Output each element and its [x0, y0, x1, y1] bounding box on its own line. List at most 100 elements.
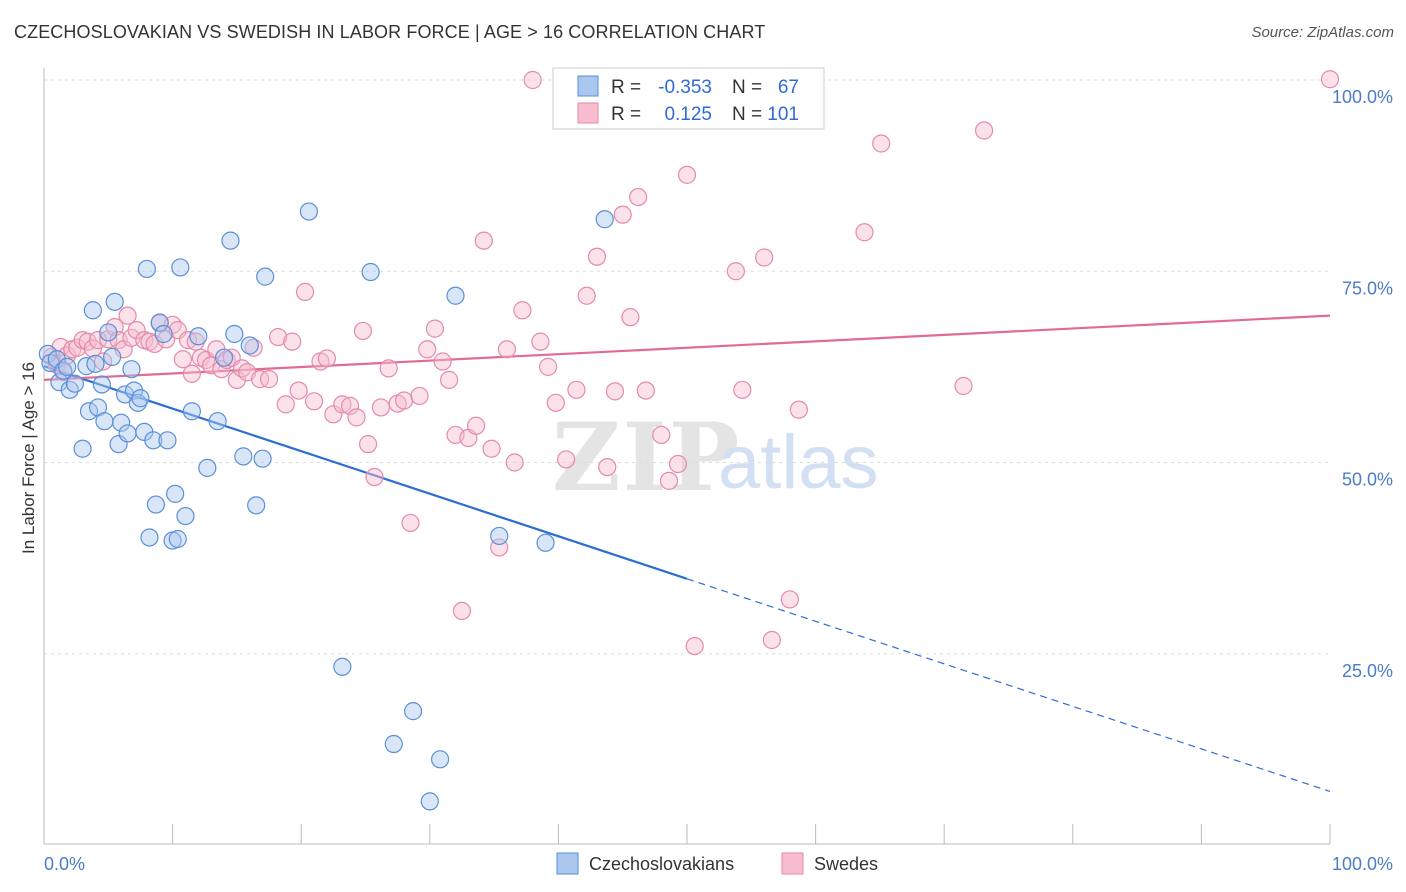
swedes-point	[425, 319, 445, 338]
axes	[43, 68, 1331, 845]
watermark-atlas: atlas	[718, 420, 879, 505]
swedes-point	[353, 321, 373, 341]
czechoslovakians-point	[131, 389, 150, 408]
legend-swatch-swedes	[577, 102, 599, 124]
swedes-point	[182, 364, 201, 383]
czechoslovakians-point	[171, 258, 190, 277]
swedes-point	[394, 391, 414, 410]
czechoslovakians-point	[198, 458, 217, 477]
swedes-point	[439, 370, 459, 389]
swedes-point	[88, 331, 108, 350]
swedes-point	[659, 471, 679, 490]
bottom-legend-swatch-swedes	[781, 852, 804, 875]
czechoslovakians-point	[105, 292, 124, 311]
swedes-point	[358, 435, 378, 454]
czechoslovakians-point	[150, 313, 169, 332]
x-tick-label: 0.0%	[44, 854, 85, 874]
czechoslovakians-point	[214, 348, 234, 367]
swedes-point	[365, 467, 384, 487]
y-tick-label: 75.0%	[1342, 278, 1393, 298]
trend-line-swedes	[43, 314, 1331, 381]
swedes-point	[613, 205, 632, 224]
x-tick-label: 100.0%	[1332, 854, 1393, 874]
swedes-point	[531, 332, 550, 351]
swedes-point	[283, 332, 302, 351]
y-axis-label: In Labor Force | Age > 16	[19, 362, 38, 554]
top-legend: R = -0.353 N = 67 R = 0.125 N = 101	[552, 67, 825, 130]
legend-swatch-czechoslovakians	[577, 75, 599, 97]
swedes-point	[974, 121, 994, 140]
czechoslovakians-point	[208, 412, 227, 431]
swedes-point	[755, 248, 774, 267]
legend-n-value-czechoslovakians: 67	[778, 77, 799, 98]
swedes-point	[954, 376, 973, 396]
czechoslovakians-point	[240, 336, 259, 355]
bottom-legend: Czechoslovakians Swedes	[556, 852, 878, 875]
czechoslovakians-point	[446, 286, 465, 305]
swedes-point	[733, 380, 752, 399]
czechoslovakians-point	[403, 702, 423, 721]
swedes-point	[410, 386, 429, 406]
swedes-point	[118, 306, 137, 325]
czechoslovakians-point	[140, 528, 159, 547]
czechoslovakians-point	[79, 402, 99, 421]
czechoslovakians-point	[361, 262, 380, 282]
czechoslovakians-point	[112, 413, 131, 432]
swedes-point	[598, 457, 617, 477]
swedes-point	[636, 381, 655, 400]
swedes-point	[276, 395, 295, 414]
czechoslovakians-point	[490, 526, 509, 546]
czechoslovakians-point	[225, 324, 244, 344]
czechoslovakians-point	[50, 373, 69, 392]
swedes-point	[539, 357, 558, 376]
x-tick-labels: 0.0% 100.0%	[44, 854, 1393, 874]
series-czechoslovakians-points	[38, 202, 614, 811]
swedes-point	[289, 381, 308, 400]
czechoslovakians-point	[122, 360, 141, 379]
legend-r-label: R =	[611, 104, 641, 125]
czechoslovakians-point	[158, 431, 177, 450]
legend-r-label: R =	[611, 77, 641, 98]
czechoslovakians-point	[99, 323, 118, 342]
swedes-point	[347, 408, 366, 427]
czechoslovakians-point	[103, 347, 122, 367]
czechoslovakians-point	[176, 506, 195, 526]
swedes-point	[523, 70, 542, 90]
trend-line-czechoslovakians-extension	[686, 578, 1331, 793]
swedes-point	[433, 352, 452, 371]
source-label: Source: ZipAtlas.com	[1251, 24, 1394, 41]
swedes-point	[605, 382, 625, 401]
swedes-point	[482, 439, 501, 458]
swedes-point	[324, 405, 343, 424]
czechoslovakians-point	[144, 431, 163, 450]
legend-r-value-czechoslovakians: -0.353	[658, 77, 712, 98]
czechoslovakians-point	[234, 447, 253, 466]
swedes-point	[227, 370, 246, 389]
swedes-point	[173, 350, 192, 369]
swedes-point	[178, 331, 198, 350]
czechoslovakians-point	[333, 657, 352, 676]
swedes-point	[317, 349, 337, 368]
legend-n-value-swedes: 101	[767, 104, 799, 125]
swedes-point	[466, 416, 486, 435]
swedes-point	[212, 360, 231, 379]
swedes-point	[401, 513, 420, 533]
y-tick-label: 25.0%	[1342, 661, 1393, 681]
chart-title: CZECHOSLOVAKIAN VS SWEDISH IN LABOR FORC…	[14, 22, 766, 42]
y-tick-labels: 25.0% 50.0% 75.0% 100.0%	[1332, 87, 1393, 681]
swedes-point	[268, 327, 288, 347]
czechoslovakians-point	[384, 734, 403, 754]
y-tick-label: 50.0%	[1342, 470, 1393, 490]
swedes-point	[505, 453, 524, 472]
czechoslovakians-point	[73, 439, 92, 458]
swedes-point	[452, 601, 472, 621]
swedes-point	[295, 282, 315, 302]
swedes-point	[1320, 70, 1340, 89]
czechoslovakians-point	[536, 533, 555, 552]
bottom-legend-label-czechoslovakians: Czechoslovakians	[589, 854, 734, 874]
czechoslovakians-point	[595, 210, 614, 229]
swedes-point	[333, 395, 352, 414]
czechoslovakians-point	[182, 402, 201, 421]
czechoslovakians-point	[189, 327, 208, 346]
swedes-point	[145, 334, 164, 354]
